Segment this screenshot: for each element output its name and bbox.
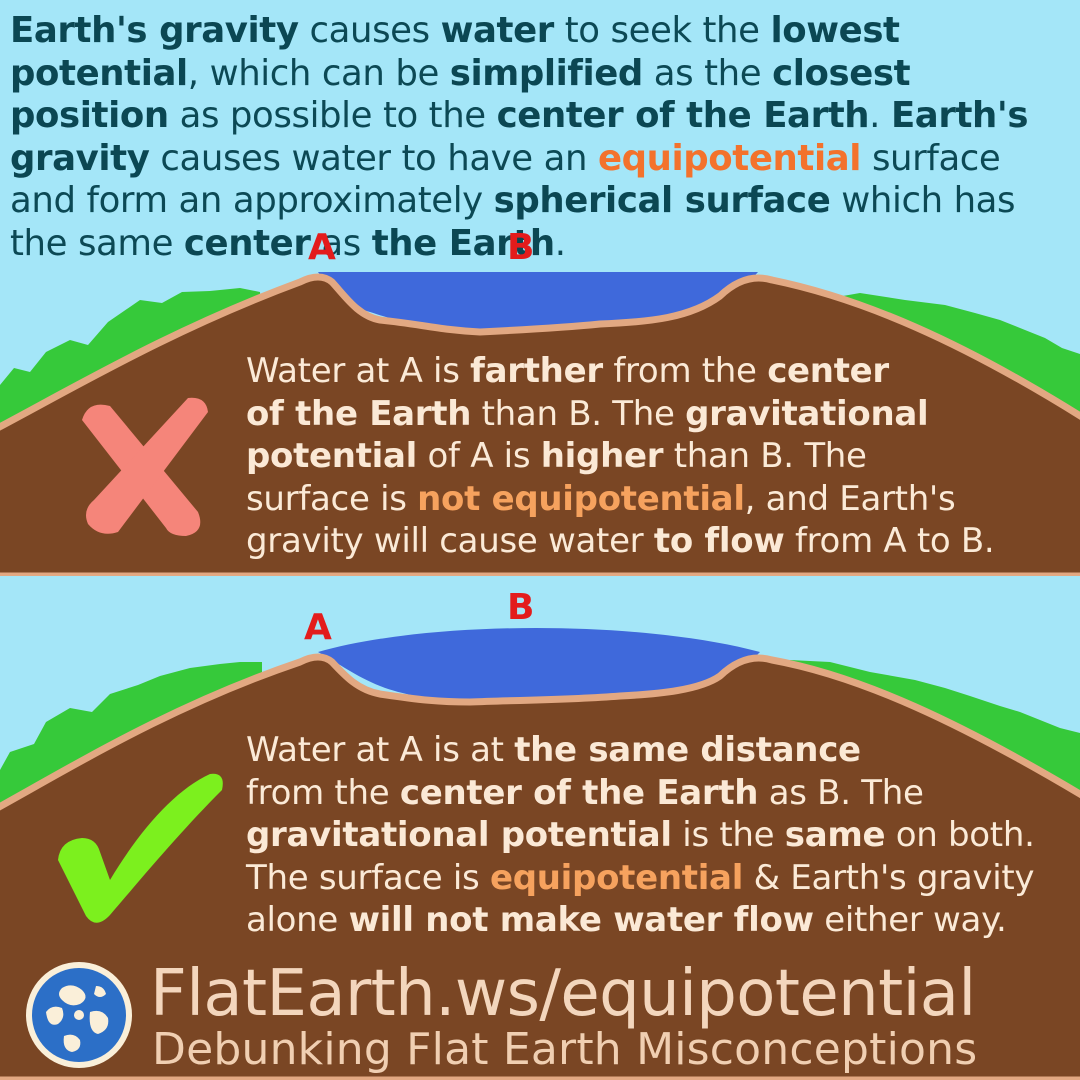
bold-term: potential: [246, 436, 418, 476]
bold-term: to flow: [653, 521, 785, 561]
text-run: as: [310, 222, 372, 264]
text-run: to seek the: [553, 10, 771, 51]
right-explanation: Water at A is at the same distance from t…: [246, 729, 1078, 942]
bold-term: will not make water flow: [348, 900, 814, 940]
text-run: as the: [642, 52, 773, 94]
bold-term: center: [767, 351, 889, 391]
panel-right-scene: [0, 628, 1080, 1080]
text-run: of A is: [417, 436, 541, 476]
bold-term: farther: [470, 351, 603, 391]
text-run: which has the same: [10, 180, 1016, 264]
point-b-label-right: B: [507, 587, 535, 628]
bold-term: higher: [540, 436, 664, 476]
bold-term: Earth's gravity: [10, 95, 1029, 179]
point-b-label-wrong: B: [507, 227, 535, 268]
text-run: surface and form an approximately: [10, 137, 1001, 222]
wrong-explanation: Water at A is farther from the center of …: [246, 350, 1078, 563]
text-run: from the: [602, 351, 768, 391]
text-run: & Earth's gravity: [743, 857, 1035, 898]
text-run: The surface is: [246, 857, 490, 898]
bold-term: center of the Earth: [496, 95, 870, 136]
text-run: alone: [246, 900, 349, 940]
bold-term: Earth's gravity: [10, 10, 299, 51]
bold-term: gravitational: [685, 393, 929, 434]
intro-paragraph: Earth's gravity causes water to seek the…: [10, 10, 1076, 265]
text-run: as B. The: [758, 772, 924, 813]
point-a-label-wrong: A: [308, 227, 336, 268]
bold-term: spherical surface: [493, 180, 831, 221]
checkmark-icon: [58, 773, 223, 923]
text-run: is the: [671, 815, 785, 855]
highlight-term: equipotential: [489, 857, 744, 898]
text-run: causes water to have an: [149, 137, 598, 179]
text-run: on both.: [885, 815, 1035, 855]
bold-term: the same distance: [514, 730, 861, 770]
water-body-2: [318, 628, 760, 702]
bold-term: lowest potential: [10, 10, 900, 94]
ground-2: [0, 653, 1080, 1080]
text-run: from A to B.: [784, 521, 995, 561]
text-run: causes: [298, 10, 441, 51]
bold-term: closest position: [10, 52, 911, 137]
text-run: , which can be: [187, 52, 450, 94]
panel-wrong-scene: [0, 272, 1080, 580]
text-run: Water at A is at: [246, 730, 515, 770]
text-run: than B. The: [663, 436, 867, 476]
text-run: Water at A is: [246, 351, 471, 391]
bold-term: the Earth: [371, 222, 555, 264]
point-a-label-right: A: [304, 607, 332, 648]
text-run: .: [554, 222, 566, 264]
globe-logo-icon: [26, 962, 132, 1068]
text-run: as possible to the: [168, 95, 497, 136]
text-run: from the: [246, 772, 400, 813]
text-run: either way.: [813, 900, 1007, 940]
bold-term: simplified: [449, 52, 644, 94]
cross-icon: [82, 397, 208, 536]
text-run: , and Earth's: [744, 478, 956, 519]
footer-url[interactable]: FlatEarth.ws/equipotential: [150, 957, 976, 1031]
bold-term: same: [784, 815, 886, 855]
text-run: than B. The: [471, 393, 686, 434]
text-run: .: [869, 95, 891, 136]
bold-term: center of the Earth: [399, 772, 759, 813]
bold-term: water: [440, 10, 555, 51]
bold-term: gravitational potential: [246, 815, 672, 855]
footer-tagline: Debunking Flat Earth Misconceptions: [152, 1024, 978, 1075]
panel-divider: [0, 576, 1080, 580]
highlight-term: not equipotential: [417, 478, 745, 519]
ground: [0, 273, 1080, 580]
text-run: gravity will cause water: [246, 521, 654, 561]
bold-term: center: [183, 222, 311, 264]
text-run: surface is: [246, 478, 418, 519]
bold-term: of the Earth: [246, 393, 472, 434]
highlight-term: equipotential: [597, 137, 862, 179]
